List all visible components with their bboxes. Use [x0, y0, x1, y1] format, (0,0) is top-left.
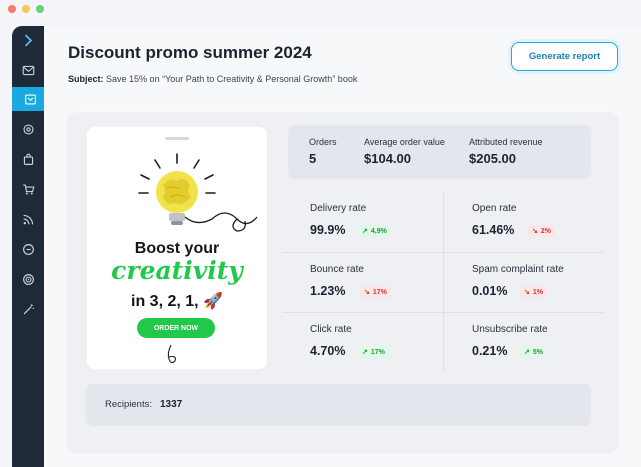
- metric-label: Click rate: [310, 324, 352, 335]
- promo-headline-3: in 3, 2, 1, 🚀: [131, 293, 223, 310]
- sidebar-item-shop[interactable]: [12, 147, 44, 171]
- revenue-label: Attributed revenue: [469, 137, 543, 147]
- sidebar-item-settings[interactable]: [12, 117, 44, 141]
- metric-label: Delivery rate: [310, 203, 367, 214]
- metric-label: Bounce rate: [310, 264, 364, 275]
- metric-unsubscribe-rate: Unsubscribe rate 0.21% ↗ 5%: [443, 312, 604, 372]
- orders-value: 5: [309, 151, 317, 166]
- promo-headline-1: Boost your: [134, 240, 220, 257]
- metric-label: Open rate: [472, 203, 517, 214]
- generate-report-button[interactable]: Generate report: [511, 42, 618, 71]
- chat-icon: [22, 243, 34, 255]
- sidebar-item-feeds[interactable]: [12, 207, 44, 231]
- subject-label: Subject:: [68, 74, 104, 84]
- chevron-right-icon: [24, 34, 32, 46]
- target-icon: [22, 273, 34, 285]
- aov-label: Average order value: [364, 137, 445, 147]
- trend-up-icon: ↗: [524, 349, 530, 356]
- settings-icon: [22, 123, 34, 135]
- revenue-value: $205.00: [469, 151, 516, 166]
- shopping-bag-icon: [23, 153, 33, 165]
- metric-change-badge: ↘ 1%: [520, 286, 547, 298]
- campaign-icon: [24, 93, 36, 105]
- metric-open-rate: Open rate 61.46% ↘ 2%: [443, 192, 604, 252]
- sidebar-item-cart[interactable]: [12, 177, 44, 201]
- aov-stat: Average order value $104.00: [364, 137, 445, 166]
- order-summary: Orders 5 Average order value $104.00 Att…: [289, 125, 590, 177]
- rss-icon: [23, 214, 33, 224]
- order-now-button[interactable]: ORDER NOW: [137, 318, 215, 338]
- metric-change: 2%: [540, 227, 551, 235]
- subject-line: Subject: Save 15% on “Your Path to Creat…: [68, 74, 357, 84]
- aov-value: $104.00: [364, 151, 411, 166]
- trend-down-icon: ↘: [532, 228, 538, 235]
- metric-spam-complaint-rate: Spam complaint rate 0.01% ↘ 1%: [443, 252, 604, 312]
- metric-label: Unsubscribe rate: [472, 324, 548, 335]
- metric-change: 17%: [372, 288, 387, 296]
- recipients-value: 1337: [160, 398, 183, 410]
- campaign-report-card: Boost your creativity in 3, 2, 1, 🚀 ORDE…: [68, 113, 617, 451]
- trend-down-icon: ↘: [364, 289, 370, 296]
- metric-change: 4,9%: [370, 227, 387, 235]
- trend-down-icon: ↘: [524, 289, 530, 296]
- metric-delivery-rate: Delivery rate 99.9% ↗ 4,9%: [282, 192, 443, 252]
- metric-change-badge: ↗ 5%: [520, 346, 547, 358]
- sidebar-item-automation[interactable]: [12, 297, 44, 321]
- main-content: Discount promo summer 2024 Subject: Save…: [44, 26, 641, 467]
- promo-headline-2: creativity: [111, 256, 243, 285]
- close-window-dot[interactable]: [8, 5, 16, 13]
- metric-value: 4.70%: [310, 344, 346, 358]
- magic-wand-icon: [23, 303, 34, 314]
- recipients-label: Recipients:: [105, 398, 152, 410]
- email-preview[interactable]: Boost your creativity in 3, 2, 1, 🚀 ORDE…: [87, 127, 267, 369]
- metric-change-badge: ↗ 17%: [358, 346, 389, 358]
- cart-icon: [22, 183, 35, 195]
- sidebar: [12, 26, 48, 467]
- sidebar-item-mail[interactable]: [12, 58, 44, 82]
- trend-up-icon: ↗: [362, 349, 368, 356]
- subject-text: Save 15% on “Your Path to Creativity & P…: [106, 74, 358, 84]
- metric-value: 61.46%: [472, 223, 515, 237]
- metric-value: 1.23%: [310, 284, 346, 298]
- orders-stat: Orders 5: [309, 137, 337, 166]
- maximize-window-dot[interactable]: [36, 5, 44, 13]
- sidebar-item-chat[interactable]: [12, 237, 44, 261]
- trend-up-icon: ↗: [362, 228, 368, 235]
- metric-value: 0.01%: [472, 284, 508, 298]
- orders-label: Orders: [309, 137, 337, 147]
- sidebar-expand[interactable]: [12, 28, 44, 52]
- metric-click-rate: Click rate 4.70% ↗ 17%: [282, 312, 443, 372]
- metric-change-badge: ↗ 4,9%: [358, 225, 391, 237]
- mail-icon: [22, 65, 34, 75]
- preview-handle: [165, 137, 189, 140]
- recipients-bar: Recipients: 1337: [87, 384, 590, 424]
- squiggle-decoration: [167, 344, 176, 364]
- page-title: Discount promo summer 2024: [68, 43, 312, 62]
- metric-change-badge: ↘ 2%: [528, 225, 555, 237]
- metric-change: 5%: [532, 348, 543, 356]
- metric-label: Spam complaint rate: [472, 264, 564, 275]
- sidebar-item-campaigns[interactable]: [12, 87, 48, 111]
- metric-value: 0.21%: [472, 344, 508, 358]
- metrics-grid: Delivery rate 99.9% ↗ 4,9% Open rate 61.4…: [282, 192, 604, 373]
- lightbulb-illustration: [138, 153, 258, 232]
- sidebar-item-goals[interactable]: [12, 267, 44, 291]
- metric-bounce-rate: Bounce rate 1.23% ↘ 17%: [282, 252, 443, 312]
- metric-change: 17%: [370, 348, 385, 356]
- metric-change: 1%: [532, 288, 543, 296]
- minimize-window-dot[interactable]: [22, 5, 30, 13]
- metric-value: 99.9%: [310, 223, 346, 237]
- metric-change-badge: ↘ 17%: [360, 286, 391, 298]
- window-controls: [8, 5, 44, 13]
- revenue-stat: Attributed revenue $205.00: [469, 137, 543, 166]
